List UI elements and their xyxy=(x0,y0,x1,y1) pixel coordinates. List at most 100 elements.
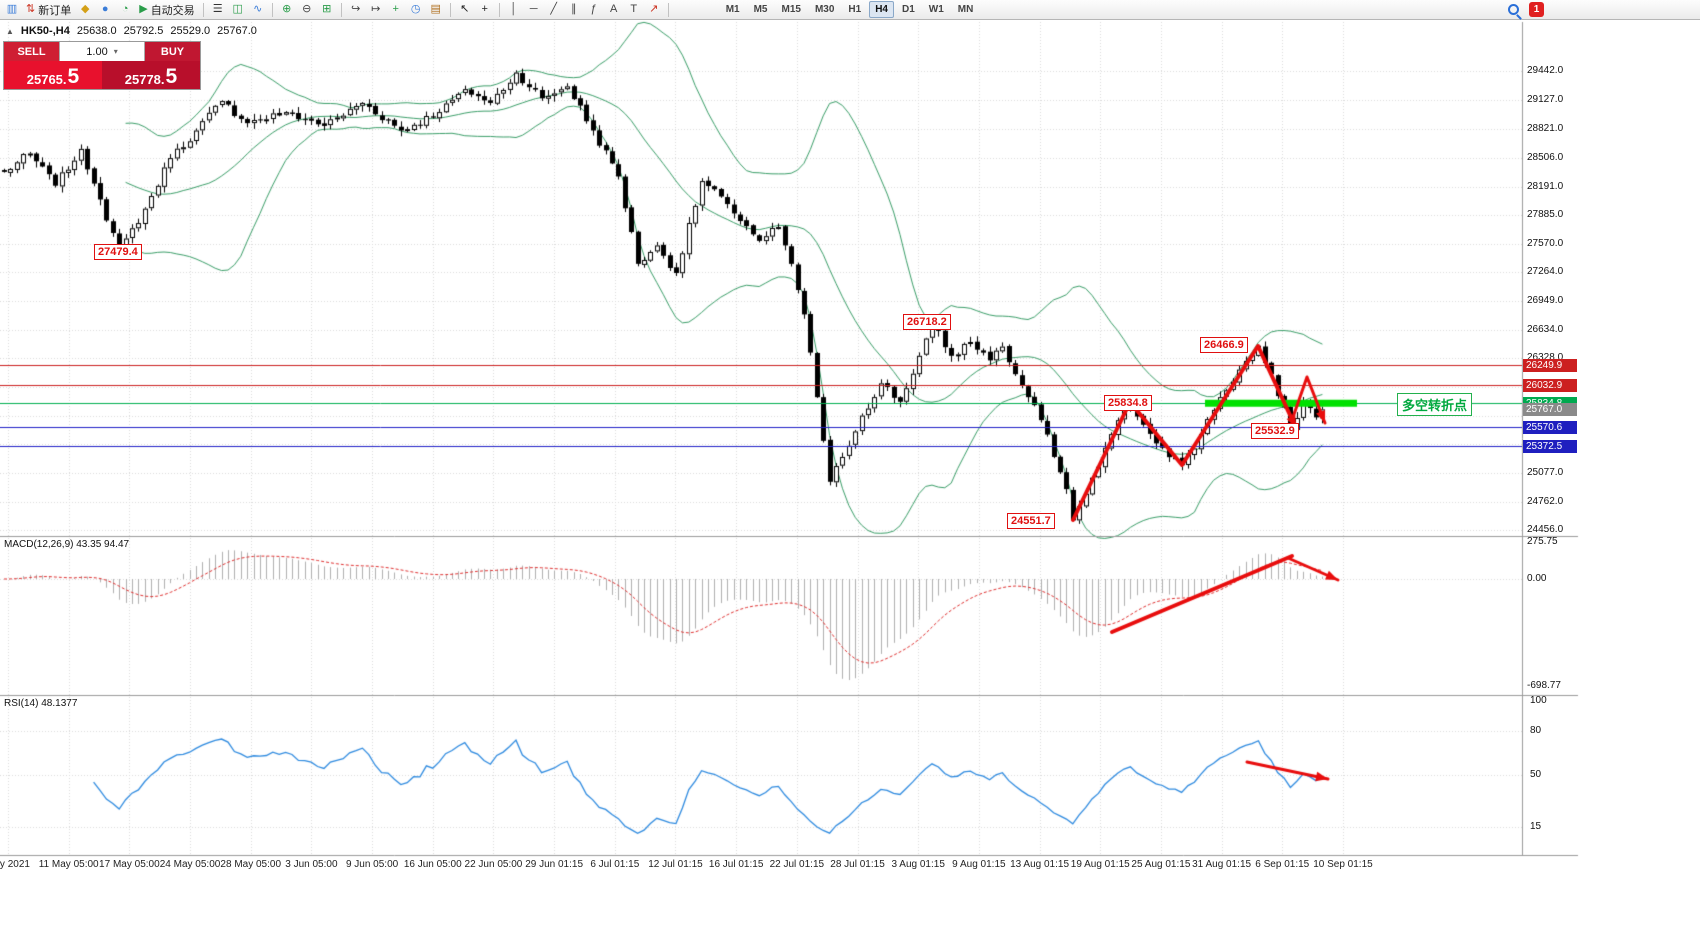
zoom-out-icon[interactable]: ⊖ xyxy=(298,1,316,19)
candlestick-chart-icon[interactable]: ◫ xyxy=(229,1,247,19)
symbol-ohlc-bar: ▲ HK50-,H4 25638.0 25792.5 25529.0 25767… xyxy=(6,25,257,37)
fibonacci-icon: ƒ xyxy=(590,3,597,15)
timeframe-m5[interactable]: M5 xyxy=(753,4,768,15)
line-chart-icon[interactable]: ∿ xyxy=(249,1,267,19)
tile-windows-icon: ⊞ xyxy=(322,3,332,15)
price-label-box[interactable]: 26466.9 xyxy=(1200,337,1248,354)
ohlc-high: 25792.5 xyxy=(123,25,164,37)
text-icon[interactable]: A xyxy=(605,1,623,19)
rsi-label: RSI(14) 48.1377 xyxy=(4,698,78,709)
candlestick-chart-icon: ◫ xyxy=(232,3,243,15)
buy-price-big-digit: 5 xyxy=(165,65,178,88)
sell-price[interactable]: 25765. 5 xyxy=(4,61,102,89)
toolbar-separator xyxy=(271,2,273,17)
auto-scroll-icon[interactable]: ↪ xyxy=(347,1,365,19)
channel-icon: ∥ xyxy=(570,3,577,15)
timeframe-m30[interactable]: M30 xyxy=(814,4,835,15)
symbols-icon: ◆ xyxy=(80,3,90,15)
timeframe-m15[interactable]: M15 xyxy=(781,4,801,15)
fibonacci-icon[interactable]: ƒ xyxy=(585,1,603,19)
periods-icon: ◷ xyxy=(410,3,421,15)
tile-windows-icon[interactable]: ⊞ xyxy=(318,1,336,19)
toolbar-separator xyxy=(667,2,669,17)
vertical-line-icon[interactable]: │ xyxy=(505,1,523,19)
chart-window-icon[interactable]: ▥ xyxy=(3,1,21,19)
toolbar-right-group: 1 xyxy=(1508,2,1544,17)
text-label-icon[interactable]: T xyxy=(625,1,643,19)
timeframe-toolbar: M1 M5 M15 M30 H1 H4 D1 W1 MN xyxy=(719,1,981,18)
chart-shift-icon[interactable]: ↦ xyxy=(367,1,385,19)
buy-price[interactable]: 25778. 5 xyxy=(102,61,200,89)
turning-point-note[interactable]: 多空转折点 xyxy=(1397,393,1473,417)
volume-value[interactable]: 1.00 xyxy=(86,45,108,58)
search-icon[interactable] xyxy=(1508,4,1519,15)
timeframe-m1[interactable]: M1 xyxy=(725,4,740,15)
toolbar-separator xyxy=(498,2,500,17)
indicators-icon: + xyxy=(392,3,399,15)
cursor-icon: ↖ xyxy=(460,3,470,15)
horizontal-line-icon: ─ xyxy=(529,3,538,15)
symbols-icon[interactable]: ◆ xyxy=(76,1,94,19)
bar-chart-icon[interactable]: ☰ xyxy=(209,1,227,19)
ohlc-low: 25529.0 xyxy=(170,25,211,37)
buy-price-main: 25778. xyxy=(124,72,165,87)
vertical-line-icon: │ xyxy=(510,3,518,15)
trade-controls-row: SELL 1.00 ▾ BUY xyxy=(4,42,200,61)
market-watch-icon: ● xyxy=(101,3,109,15)
notifications-badge[interactable]: 1 xyxy=(1529,2,1544,17)
zoom-in-icon[interactable]: ⊕ xyxy=(278,1,296,19)
horizontal-line-icon[interactable]: ─ xyxy=(525,1,543,19)
price-label-box[interactable]: 25834.8 xyxy=(1104,395,1152,412)
buy-button[interactable]: BUY xyxy=(145,42,200,61)
market-watch-icon[interactable]: ● xyxy=(96,1,114,19)
new-order-icon: ⇅ xyxy=(26,3,36,15)
price-label-box[interactable]: 24551.7 xyxy=(1007,513,1055,530)
trendline-icon[interactable]: ╱ xyxy=(545,1,563,19)
toolbar-separator xyxy=(202,2,204,17)
trendline-icon: ╱ xyxy=(550,3,557,15)
chart-window-icon: ▥ xyxy=(6,3,18,15)
one-click-trading-panel: SELL 1.00 ▾ BUY 25765. 5 25778. 5 xyxy=(3,41,201,90)
text-icon: A xyxy=(610,3,618,15)
symbol-name: HK50-,H4 xyxy=(20,25,70,37)
timeframe-h4[interactable]: H4 xyxy=(869,1,894,18)
data-window-icon[interactable]: ◔ xyxy=(116,1,134,19)
zoom-in-icon: ⊕ xyxy=(282,3,292,15)
sell-price-main: 25765. xyxy=(26,72,67,87)
autotrading-icon: ▶ xyxy=(139,3,148,15)
chart-shift-icon: ↦ xyxy=(371,3,381,15)
channel-icon[interactable]: ∥ xyxy=(565,1,583,19)
toolbar-separator xyxy=(340,2,342,17)
crosshair-icon: + xyxy=(481,3,488,15)
toolbar-left-group: ▥ ⇅ 新订单 ◆ ● ◔ ▶ 自动交易 ☰ ◫ ∿ ⊕ ⊖ ⊞ ↪ ↦ + ◷ ▤ ↖ + │ ─ ╱ ∥ ƒ A T ↗ xyxy=(2,1,673,19)
new-order-button[interactable]: ⇅ 新订单 xyxy=(23,1,74,19)
sell-price-big-digit: 5 xyxy=(67,65,80,88)
cursor-icon[interactable]: ↖ xyxy=(456,1,474,19)
timeframe-d1[interactable]: D1 xyxy=(902,4,915,15)
line-chart-icon: ∿ xyxy=(253,3,263,15)
timeframe-w1[interactable]: W1 xyxy=(928,4,944,15)
autotrading-button[interactable]: ▶ 自动交易 xyxy=(136,1,197,19)
templates-icon[interactable]: ▤ xyxy=(427,1,445,19)
toolbar-separator xyxy=(449,2,451,17)
arrows-tool-icon[interactable]: ↗ xyxy=(645,1,663,19)
sell-button[interactable]: SELL xyxy=(4,42,59,61)
templates-icon: ▤ xyxy=(430,3,441,15)
crosshair-icon[interactable]: + xyxy=(476,1,494,19)
zoom-out-icon: ⊖ xyxy=(302,3,312,15)
volume-input[interactable]: 1.00 ▾ xyxy=(59,42,145,61)
text-label-icon: T xyxy=(630,3,638,15)
volume-dropdown-icon[interactable]: ▾ xyxy=(113,47,118,56)
price-label-box[interactable]: 25532.9 xyxy=(1251,422,1299,439)
macd-label: MACD(12,26,9) 43.35 94.47 xyxy=(4,539,130,550)
indicators-icon[interactable]: + xyxy=(387,1,405,19)
timeframe-h1[interactable]: H1 xyxy=(848,4,862,15)
periods-icon[interactable]: ◷ xyxy=(407,1,425,19)
price-label-box[interactable]: 26718.2 xyxy=(903,313,951,330)
timeframe-mn[interactable]: MN xyxy=(957,4,974,15)
price-label-box[interactable]: 27479.4 xyxy=(94,243,142,260)
collapse-panel-icon[interactable]: ▲ xyxy=(6,26,14,36)
ohlc-open: 25638.0 xyxy=(76,25,117,37)
